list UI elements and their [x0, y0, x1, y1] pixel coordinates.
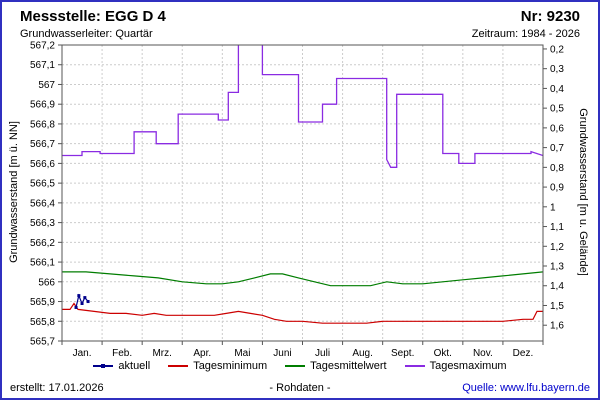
legend-label-tagesmaximum: Tagesmaximum: [429, 360, 507, 372]
aquifer-label: Grundwasserleiter: Quartär: [20, 28, 153, 40]
y-tick-label-left: 567: [38, 80, 55, 91]
legend-item-tagesminimum: Tagesminimum: [168, 360, 267, 372]
series-tagesmittelwert: [62, 271, 543, 287]
y-tick-label-right: 0,4: [550, 84, 564, 95]
legend-item-tagesmaximum: Tagesmaximum: [404, 360, 507, 372]
y-tick-label-left: 566,5: [30, 179, 55, 190]
x-tick-label: Mrz.: [152, 348, 171, 359]
y-tick-label-left: 565,9: [30, 297, 55, 308]
x-tick-label: Aug.: [352, 348, 373, 359]
legend-label-tagesmittelwert: Tagesmittelwert: [310, 360, 387, 372]
y-tick-label-left: 566: [38, 277, 55, 288]
x-tick-label: Juni: [273, 348, 291, 359]
legend-marker-tagesmaximum: [404, 365, 425, 367]
y-tick-label-right: 1,3: [550, 262, 564, 273]
legend-marker-tagesmittelwert: [285, 365, 306, 367]
y-tick-label-right: 0,3: [550, 64, 564, 75]
y-tick-label-right: 1,5: [550, 301, 564, 312]
legend: aktuell Tagesminimum Tagesmittelwert Tag…: [2, 360, 598, 372]
legend-square-marker: [101, 364, 106, 368]
y-tick-label-right: 1,6: [550, 321, 564, 332]
period-label: Zeitraum: 1984 - 2026: [471, 28, 580, 40]
legend-item-aktuell: aktuell: [93, 360, 150, 372]
y-tick-label-left: 566,3: [30, 218, 55, 229]
legend-marker-tagesminimum: [168, 365, 189, 367]
legend-label-aktuell: aktuell: [118, 360, 151, 372]
y-tick-label-right: 1,1: [550, 222, 564, 233]
series-point-marker: [86, 300, 90, 304]
y-tick-label-left: 565,8: [30, 317, 55, 328]
y-tick-label-left: 567,1: [30, 60, 55, 71]
y-tick-label-left: 567,2: [30, 41, 55, 52]
y-tick-label-left: 565,7: [30, 337, 55, 348]
y-tick-label-right: 0,7: [550, 143, 564, 154]
y-tick-label-right: 0,9: [550, 183, 564, 194]
x-tick-label: Mai: [234, 348, 250, 359]
y-tick-label-left: 566,6: [30, 159, 55, 170]
x-tick-label: Feb.: [112, 348, 132, 359]
y-tick-label-right: 1: [550, 202, 556, 213]
x-tick-label: Okt.: [434, 348, 452, 359]
x-tick-label: Jan.: [73, 348, 92, 359]
legend-item-tagesmittelwert: Tagesmittelwert: [285, 360, 387, 372]
y-tick-label-left: 566,2: [30, 238, 55, 249]
series-point-marker: [80, 302, 84, 306]
y-tick-label-right: 0,6: [550, 123, 564, 134]
y-tick-label-left: 566,7: [30, 139, 55, 150]
y-tick-label-left: 566,9: [30, 100, 55, 111]
y-tick-label-left: 566,8: [30, 119, 55, 130]
y-tick-label-right: 0,8: [550, 163, 564, 174]
station-number: Nr: 9230: [520, 8, 580, 25]
y-tick-label-right: 0,5: [550, 104, 564, 115]
y-tick-label-left: 566,1: [30, 258, 55, 269]
series-tagesminimum: [62, 302, 543, 324]
x-tick-label: Nov.: [473, 348, 493, 359]
y-tick-label-right: 1,2: [550, 242, 564, 253]
page-title: Messstelle: EGG D 4: [20, 8, 166, 25]
rohdaten-label: - Rohdaten -: [269, 382, 331, 394]
series-tagesmaximum: [62, 45, 543, 168]
legend-label-tagesminimum: Tagesminimum: [193, 360, 268, 372]
source-link[interactable]: Quelle: www.lfu.bayern.de: [462, 382, 590, 394]
series-point-marker: [83, 296, 87, 300]
created-date: erstellt: 17.01.2026: [10, 382, 104, 394]
x-tick-label: Sept.: [391, 348, 414, 359]
x-tick-label: Juli: [315, 348, 330, 359]
x-tick-label: Apr.: [193, 348, 211, 359]
y-tick-label-left: 566,4: [30, 198, 55, 209]
legend-marker-aktuell: [93, 364, 114, 368]
series-point-marker: [77, 294, 81, 298]
series-point-marker: [74, 305, 78, 309]
x-tick-label: Dez.: [513, 348, 534, 359]
y-tick-label-right: 1,4: [550, 281, 564, 292]
y-tick-label-right: 0,2: [550, 44, 564, 55]
